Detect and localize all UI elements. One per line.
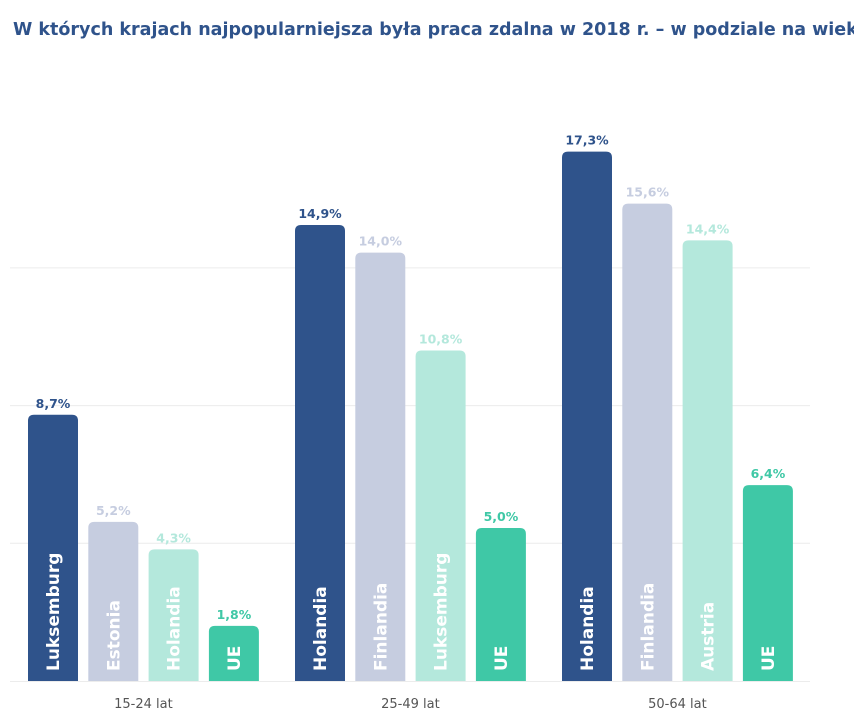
category-tick-label: 50-64 lat [648,697,707,712]
bar-country-label: Holandia [578,586,598,671]
value-label: 8,7% [36,396,71,411]
bar-ue [208,625,259,681]
bar-austria [682,240,733,682]
bar-country-label: Holandia [165,586,185,671]
bar-country-label: Finlandia [371,583,391,671]
value-label: 4,3% [156,530,191,545]
bar-holandia [148,549,199,681]
bar-luksemburg [28,414,78,681]
bar-holandia [295,225,345,681]
bar-country-label: UE [759,646,779,671]
bar-luksemburg [415,350,466,681]
bar-ue [475,528,526,681]
bar-holandia [562,151,612,681]
bar-country-label: Holandia [311,586,331,671]
bar-country-label: Luksemburg [44,553,64,671]
bar-country-label: UE [492,646,512,671]
value-label: 1,8% [217,607,252,622]
bar-country-label: Luksemburg [432,553,452,671]
category-tick-label: 25-49 lat [381,697,440,712]
bar-country-label: UE [225,646,245,671]
chart-title: W których krajach najpopularniejsza była… [13,20,854,40]
bar-country-label: Finlandia [638,583,658,671]
bar-country-label: Austria [699,602,719,671]
category-tick-label: 15-24 lat [114,697,173,712]
value-label: 10,8% [419,332,463,347]
bar-estonia [88,521,139,681]
value-label: 14,0% [359,234,403,249]
bar-finlandia [355,252,406,681]
value-label: 6,4% [751,466,786,481]
value-label: 5,2% [96,503,131,518]
bar-ue [742,485,793,681]
bar-country-label: Estonia [104,600,124,671]
value-label: 15,6% [626,185,670,200]
value-label: 14,9% [298,206,342,221]
value-label: 17,3% [565,133,609,148]
value-label: 5,0% [484,509,519,524]
bar-finlandia [622,203,673,681]
value-label: 14,4% [686,221,730,236]
